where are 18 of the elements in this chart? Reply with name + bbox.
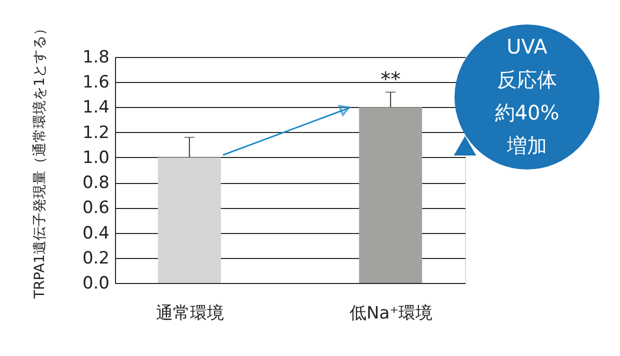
y-tick-label: 0.0 bbox=[82, 274, 110, 294]
y-tick-label: 1.6 bbox=[82, 72, 110, 93]
y-tick-label: 1.8 bbox=[82, 48, 110, 68]
y-axis-title: TRPA1遺伝子発現量（通常環境を1とする） bbox=[32, 21, 48, 300]
y-tick-label: 1.4 bbox=[82, 98, 110, 118]
text: 増加 bbox=[506, 134, 547, 158]
text: 約40% bbox=[494, 100, 560, 124]
y-tick-label: 0.6 bbox=[82, 198, 110, 218]
y-tick-label: 1.0 bbox=[82, 148, 110, 168]
x-tick-label: 通常環境 bbox=[156, 304, 224, 324]
y-tick-label: 0.2 bbox=[82, 248, 110, 268]
y-tick-label: 1.2 bbox=[82, 122, 110, 143]
text: UVA bbox=[506, 34, 548, 58]
y-tick-label: 0.4 bbox=[82, 223, 110, 244]
x-tick-label: 低Na⁺環境 bbox=[350, 304, 433, 324]
annotation: ** bbox=[380, 67, 401, 92]
text: 反応体 bbox=[497, 68, 557, 92]
y-tick-label: 0.8 bbox=[82, 173, 110, 194]
